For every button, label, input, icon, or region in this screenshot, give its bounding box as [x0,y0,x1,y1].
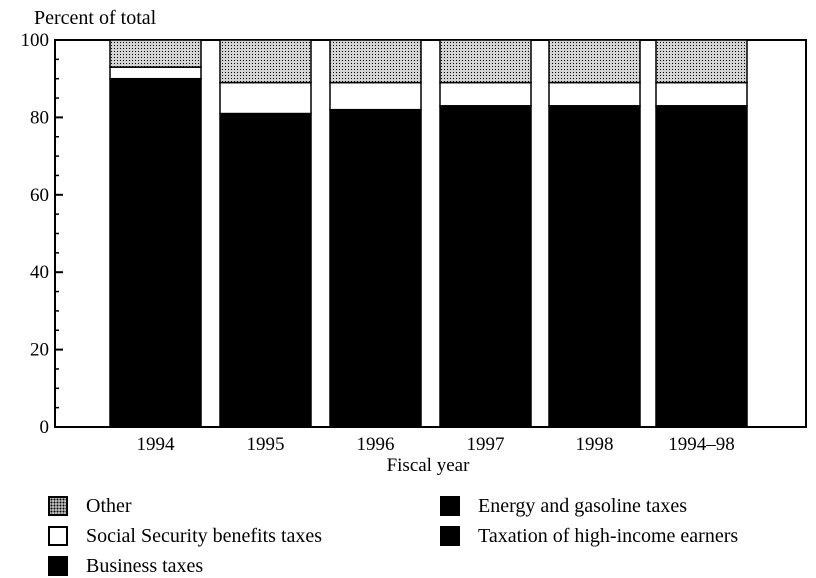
y-tick-label: 20 [30,340,49,361]
x-tick-label: 1994–98 [668,434,735,455]
y-tick-label: 60 [30,185,49,206]
x-tick-label: 1997 [467,434,505,455]
x-tick-label: 1995 [247,434,285,455]
bar-segment-taxation-of-high-income-earners [219,112,312,428]
x-tick-label: 1994 [137,434,176,455]
x-tick-label: 1996 [357,434,395,455]
bar-segment-other [655,39,748,84]
y-tick-label: 80 [30,107,49,128]
bar-segment-other [219,39,312,84]
y-axis-label: Percent of total [34,7,157,29]
y-tick-label: 100 [21,30,50,51]
bar-segment-social-security-benefits-taxes [548,81,641,107]
bar-segment-other [548,39,641,84]
bar-segment-other [109,39,202,68]
bar-segment-social-security-benefits-taxes [329,81,422,111]
y-tick-label: 0 [40,417,50,438]
bar-segment-taxation-of-high-income-earners [655,105,748,428]
bar-segment-taxation-of-high-income-earners [439,105,532,428]
bar-segment-taxation-of-high-income-earners [109,77,202,428]
bar-segment-taxation-of-high-income-earners [329,108,422,428]
plot-area: 0 20 40 60 80 100 1994 1995 1996 1997 1998 1994–98 [21,30,807,455]
bar-segment-other [439,39,532,84]
bar-segment-social-security-benefits-taxes [439,81,532,107]
bar-segment-taxation-of-high-income-earners [548,105,641,428]
y-tick-label: 40 [30,262,49,283]
x-axis-label: Fiscal year [387,455,471,476]
bar-segment-social-security-benefits-taxes [109,66,202,80]
bar-segment-other [329,39,422,84]
x-tick-label: 1998 [576,434,614,455]
bar-segment-social-security-benefits-taxes [655,81,748,107]
bar-segment-social-security-benefits-taxes [219,81,312,115]
